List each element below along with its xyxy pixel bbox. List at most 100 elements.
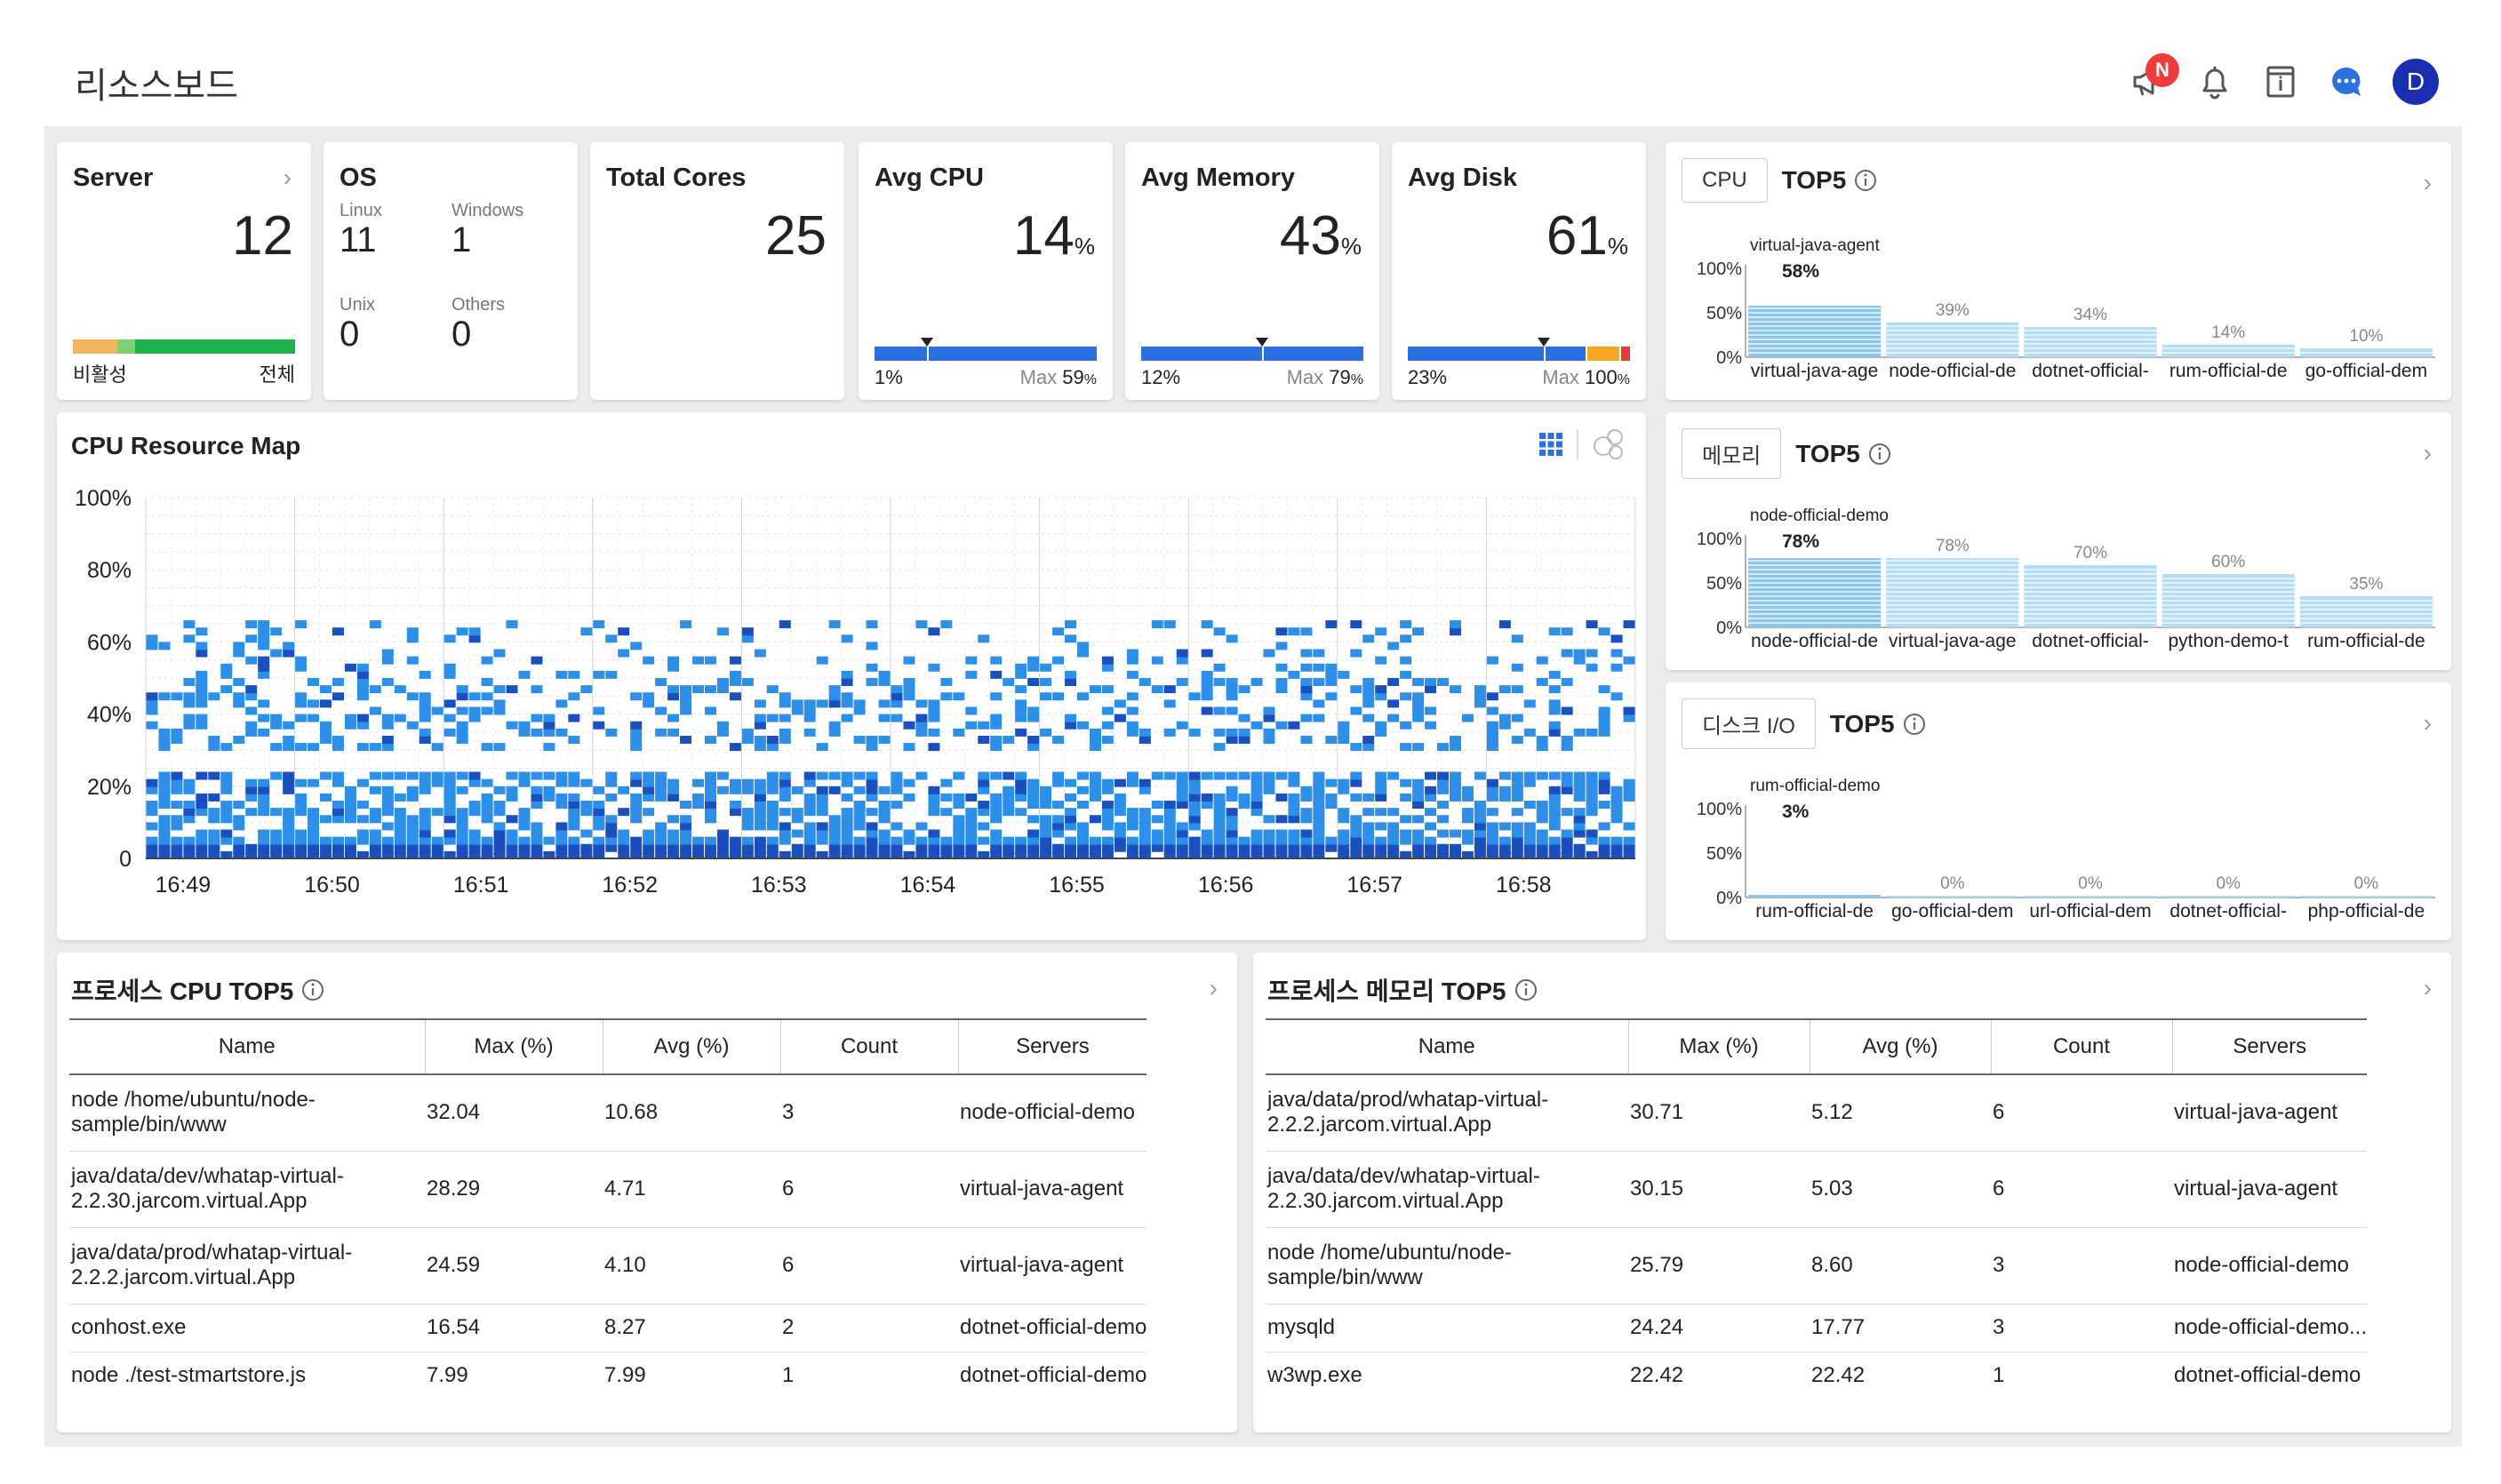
- heatmap-cell[interactable]: [1003, 843, 1015, 852]
- heatmap-cell[interactable]: [220, 836, 233, 845]
- heatmap-cell[interactable]: [233, 642, 245, 650]
- heatmap-cell[interactable]: [1586, 836, 1598, 845]
- heatmap-cell[interactable]: [555, 699, 568, 708]
- heatmap-cell[interactable]: [1027, 850, 1040, 859]
- heatmap-cell[interactable]: [369, 815, 381, 824]
- heatmap-cell[interactable]: [344, 836, 356, 845]
- heatmap-cell[interactable]: [754, 808, 766, 817]
- heatmap-cell[interactable]: [1313, 699, 1325, 708]
- heatmap-cell[interactable]: [853, 699, 866, 708]
- heatmap-cell[interactable]: [1163, 829, 1176, 838]
- heatmap-cell[interactable]: [506, 771, 518, 780]
- heatmap-cell[interactable]: [903, 793, 915, 802]
- heatmap-cell[interactable]: [1461, 815, 1474, 824]
- heatmap-cell[interactable]: [928, 793, 940, 802]
- heatmap-cell[interactable]: [1213, 706, 1226, 715]
- heatmap-cell[interactable]: [1498, 721, 1511, 730]
- heatmap-cell[interactable]: [1536, 808, 1548, 817]
- heatmap-cell[interactable]: [568, 801, 580, 810]
- heatmap-cell[interactable]: [1573, 793, 1586, 802]
- heatmap-cell[interactable]: [1623, 850, 1635, 859]
- heatmap-cell[interactable]: [680, 850, 692, 859]
- heatmap-cell[interactable]: [1015, 699, 1027, 708]
- heatmap-cell[interactable]: [605, 836, 618, 845]
- heatmap-cell[interactable]: [1089, 850, 1101, 859]
- heatmap-cell[interactable]: [381, 678, 394, 686]
- heatmap-cell[interactable]: [506, 836, 518, 845]
- heatmap-cell[interactable]: [779, 728, 791, 737]
- col-max[interactable]: Max (%): [1628, 1018, 1810, 1075]
- top5-bar[interactable]: [2024, 896, 2157, 898]
- heatmap-cell[interactable]: [803, 778, 816, 787]
- heatmap-cell[interactable]: [431, 850, 443, 859]
- heatmap-cell[interactable]: [1474, 699, 1486, 708]
- heatmap-cell[interactable]: [158, 850, 171, 859]
- heatmap-cell[interactable]: [332, 771, 344, 780]
- heatmap-cell[interactable]: [258, 663, 270, 672]
- heatmap-cell[interactable]: [183, 850, 196, 859]
- heatmap-cell[interactable]: [518, 771, 531, 780]
- heatmap-cell[interactable]: [605, 793, 618, 802]
- heatmap-cell[interactable]: [158, 843, 171, 852]
- heatmap-cell[interactable]: [146, 699, 158, 708]
- heatmap-cell[interactable]: [1238, 728, 1250, 737]
- heatmap-cell[interactable]: [928, 743, 940, 752]
- heatmap-cell[interactable]: [555, 801, 568, 810]
- heatmap-cell[interactable]: [1213, 728, 1226, 737]
- heatmap-cell[interactable]: [766, 786, 779, 794]
- heatmap-cell[interactable]: [1114, 808, 1126, 817]
- heatmap-cell[interactable]: [431, 771, 443, 780]
- heatmap-cell[interactable]: [1313, 793, 1325, 802]
- heatmap-cell[interactable]: [1450, 843, 1461, 852]
- heatmap-cell[interactable]: [1163, 850, 1176, 859]
- heatmap-cell[interactable]: [1213, 836, 1226, 845]
- heatmap-cell[interactable]: [381, 714, 394, 722]
- heatmap-cell[interactable]: [803, 843, 816, 852]
- heatmap-cell[interactable]: [655, 793, 667, 802]
- heatmap-cell[interactable]: [1213, 771, 1226, 780]
- heatmap-cell[interactable]: [283, 771, 295, 780]
- heatmap-cell[interactable]: [270, 649, 283, 658]
- heatmap-cell[interactable]: [1126, 721, 1139, 730]
- heatmap-cell[interactable]: [555, 822, 568, 831]
- heatmap-cell[interactable]: [866, 836, 878, 845]
- heatmap-cell[interactable]: [506, 815, 518, 824]
- heatmap-cell[interactable]: [580, 801, 593, 810]
- heatmap-cell[interactable]: [283, 649, 295, 658]
- heatmap-cell[interactable]: [270, 836, 283, 845]
- heatmap-cell[interactable]: [803, 793, 816, 802]
- heatmap-cell[interactable]: [493, 743, 506, 752]
- heatmap-cell[interactable]: [1425, 678, 1437, 686]
- heatmap-cell[interactable]: [1375, 685, 1387, 694]
- heatmap-cell[interactable]: [1163, 822, 1176, 831]
- heatmap-cell[interactable]: [779, 836, 791, 845]
- heatmap-cell[interactable]: [1201, 801, 1213, 810]
- heatmap-cell[interactable]: [1226, 829, 1238, 838]
- heatmap-cell[interactable]: [394, 843, 406, 852]
- heatmap-cell[interactable]: [741, 735, 754, 744]
- heatmap-cell[interactable]: [655, 678, 667, 686]
- heatmap-cell[interactable]: [1089, 685, 1101, 694]
- heatmap-cell[interactable]: [158, 793, 171, 802]
- heatmap-cell[interactable]: [419, 808, 431, 817]
- heatmap-cell[interactable]: [878, 786, 891, 794]
- heatmap-cell[interactable]: [493, 685, 506, 694]
- heatmap-cell[interactable]: [928, 699, 940, 708]
- heatmap-cell[interactable]: [1350, 829, 1362, 838]
- heatmap-cell[interactable]: [443, 663, 456, 672]
- heatmap-cell[interactable]: [1573, 778, 1586, 787]
- heatmap-cell[interactable]: [1027, 735, 1040, 744]
- heatmap-cell[interactable]: [443, 793, 456, 802]
- heatmap-cell[interactable]: [1412, 692, 1425, 701]
- heatmap-cell[interactable]: [1412, 778, 1425, 787]
- heatmap-cell[interactable]: [940, 850, 953, 859]
- heatmap-cell[interactable]: [891, 692, 903, 701]
- heatmap-cell[interactable]: [356, 815, 369, 824]
- heatmap-cell[interactable]: [1176, 850, 1188, 859]
- heatmap-cell[interactable]: [928, 801, 940, 810]
- heatmap-cell[interactable]: [406, 793, 419, 802]
- heatmap-cell[interactable]: [1176, 829, 1188, 838]
- heatmap-cell[interactable]: [803, 829, 816, 838]
- heatmap-cell[interactable]: [1101, 735, 1114, 744]
- heatmap-cell[interactable]: [1275, 663, 1288, 672]
